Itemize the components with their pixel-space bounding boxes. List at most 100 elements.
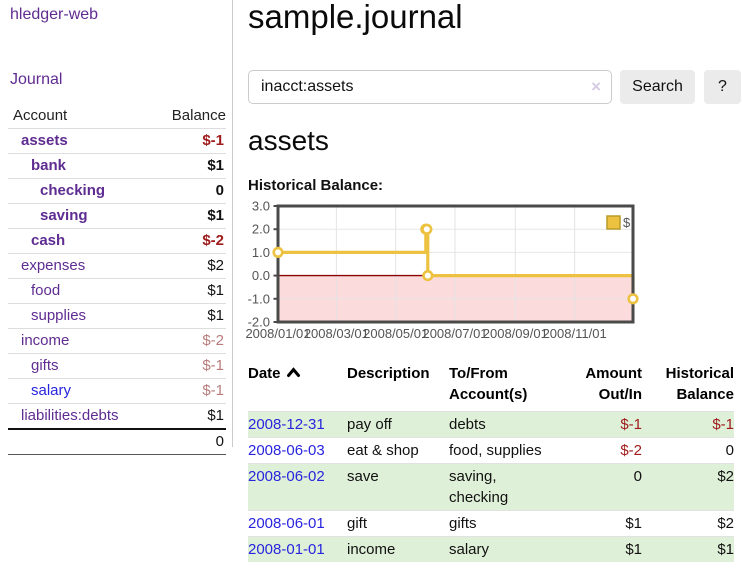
- account-row-gifts: gifts $-1: [8, 353, 226, 379]
- transaction-date-link[interactable]: 2008-01-01: [248, 541, 325, 558]
- transaction-date-link[interactable]: 2008-12-31: [248, 416, 325, 433]
- transaction-amount: $1: [554, 536, 642, 562]
- search-button[interactable]: Search: [620, 70, 695, 104]
- transaction-amount: $-1: [554, 411, 642, 438]
- svg-text:2008/11/01: 2008/11/01: [543, 326, 607, 341]
- clear-search-icon[interactable]: ×: [591, 77, 601, 96]
- page-title: sample.journal: [248, 0, 463, 35]
- transaction-description: pay off: [347, 411, 449, 438]
- account-balance: $1: [154, 203, 226, 229]
- account-balance: $-2: [154, 328, 226, 354]
- account-link-saving[interactable]: saving: [40, 207, 88, 224]
- svg-text:2.0: 2.0: [252, 222, 270, 237]
- transaction-balance: $2: [642, 463, 734, 511]
- svg-text:-1.0: -1.0: [248, 291, 270, 306]
- register-row: 2008-01-01 income salary $1 $1: [248, 536, 734, 562]
- accounts-header-balance: Balance: [171, 107, 226, 124]
- register-row: 2008-12-31 pay off debts $-1 $-1: [248, 411, 734, 438]
- transaction-amount: 0: [554, 463, 642, 511]
- transaction-balance: $2: [642, 510, 734, 537]
- account-link-assets[interactable]: assets: [21, 132, 68, 149]
- historical-balance-chart: 3.0 2.0 1.0 0.0 -1.0 -2.02008/01/012008/03/01…: [245, 200, 639, 341]
- register-row: 2008-06-01 gift gifts $1 $2: [248, 510, 734, 537]
- transaction-date-link[interactable]: 2008-06-03: [248, 442, 325, 459]
- svg-text:3.0: 3.0: [252, 200, 270, 214]
- account-link-cash[interactable]: cash: [31, 232, 66, 249]
- register-row: 2008-06-03 eat & shop food, supplies $-2…: [248, 437, 734, 464]
- svg-text:-2.0: -2.0: [248, 315, 270, 330]
- account-balance: $-1: [154, 128, 226, 154]
- account-balance: $-2: [154, 228, 226, 254]
- register-row: 2008-06-02 save saving, checking 0 $2: [248, 463, 734, 511]
- account-balance: $-1: [154, 353, 226, 379]
- account-heading: assets: [248, 125, 329, 156]
- account-row-food: food $1: [8, 278, 226, 304]
- register-table: Date Description To/From Account(s) Amou…: [248, 362, 734, 562]
- svg-text:0.0: 0.0: [252, 268, 270, 283]
- accounts-table: Account Balance assets $-1 bank $1 check…: [8, 104, 226, 455]
- register-header-amount: Amount Out/In: [585, 365, 642, 403]
- svg-text:2008/01/01: 2008/01/01: [245, 326, 310, 341]
- transaction-date-link[interactable]: 2008-06-01: [248, 515, 325, 532]
- transaction-description: gift: [347, 510, 449, 537]
- account-row-salary: salary $-1: [8, 378, 226, 404]
- account-link-food[interactable]: food: [31, 282, 61, 299]
- transaction-accounts: salary: [449, 536, 554, 562]
- accounts-total-value: 0: [154, 428, 226, 455]
- transaction-balance: $1: [642, 536, 734, 562]
- transaction-accounts: debts: [449, 411, 554, 438]
- account-row-expenses: expenses $2: [8, 253, 226, 279]
- sidebar: hledger-web Journal Account Balance asse…: [0, 0, 233, 455]
- help-button[interactable]: ?: [704, 70, 741, 104]
- account-row-supplies: supplies $1: [8, 303, 226, 329]
- account-row-assets: assets $-1: [8, 128, 226, 154]
- sort-ascending-icon: [286, 367, 300, 377]
- svg-text:1.0: 1.0: [252, 245, 270, 260]
- search-bar: × Search ?: [248, 70, 741, 104]
- account-row-cash: cash $-2: [8, 228, 226, 254]
- transaction-balance: 0: [642, 437, 734, 464]
- account-balance: $1: [154, 303, 226, 329]
- svg-text:2008/05/01: 2008/05/01: [363, 326, 428, 341]
- account-link-checking[interactable]: checking: [40, 182, 106, 199]
- transaction-date-link[interactable]: 2008-06-02: [248, 468, 325, 485]
- transaction-amount: $1: [554, 510, 642, 537]
- account-link-gifts[interactable]: gifts: [31, 357, 59, 374]
- register-header-date[interactable]: Date: [248, 362, 347, 412]
- transaction-description: eat & shop: [347, 437, 449, 464]
- transaction-accounts: food, supplies: [449, 437, 554, 464]
- svg-text:2008/09/01: 2008/09/01: [483, 326, 548, 341]
- transaction-description: save: [347, 463, 449, 511]
- transaction-balance: $-1: [642, 411, 734, 438]
- transaction-description: income: [347, 536, 449, 562]
- accounts-header-account: Account: [13, 107, 68, 124]
- account-link-expenses[interactable]: expenses: [21, 257, 86, 274]
- account-row-income: income $-2: [8, 328, 226, 354]
- svg-text:$: $: [623, 215, 631, 230]
- account-balance: $-1: [154, 378, 226, 404]
- transaction-accounts: saving, checking: [449, 463, 554, 511]
- account-link-supplies[interactable]: supplies: [31, 307, 87, 324]
- chart-title: Historical Balance:: [248, 177, 384, 194]
- transaction-accounts: gifts: [449, 510, 554, 537]
- sidebar-item-journal[interactable]: Journal: [10, 71, 63, 88]
- account-link-salary[interactable]: salary: [31, 382, 72, 399]
- account-link-liabilities-debts[interactable]: liabilities:debts: [21, 407, 119, 424]
- brand-link[interactable]: hledger-web: [10, 6, 99, 23]
- search-input[interactable]: [248, 70, 612, 104]
- account-balance: $2: [154, 253, 226, 279]
- account-row-saving: saving $1: [8, 203, 226, 229]
- svg-text:2008/03/01: 2008/03/01: [304, 326, 369, 341]
- register-header-accounts: To/From Account(s): [449, 365, 528, 403]
- accounts-total-row: 0: [8, 428, 226, 455]
- account-balance: $1: [154, 403, 226, 429]
- account-row-checking: checking 0: [8, 178, 226, 204]
- register-header-row: Date Description To/From Account(s) Amou…: [248, 362, 734, 412]
- account-balance: 0: [154, 178, 226, 204]
- register-header-balance: Historical Balance: [665, 365, 734, 403]
- account-link-income[interactable]: income: [21, 332, 70, 349]
- account-balance: $1: [154, 278, 226, 304]
- account-row-bank: bank $1: [8, 153, 226, 179]
- account-balance: $1: [154, 153, 226, 179]
- account-link-bank[interactable]: bank: [31, 157, 67, 174]
